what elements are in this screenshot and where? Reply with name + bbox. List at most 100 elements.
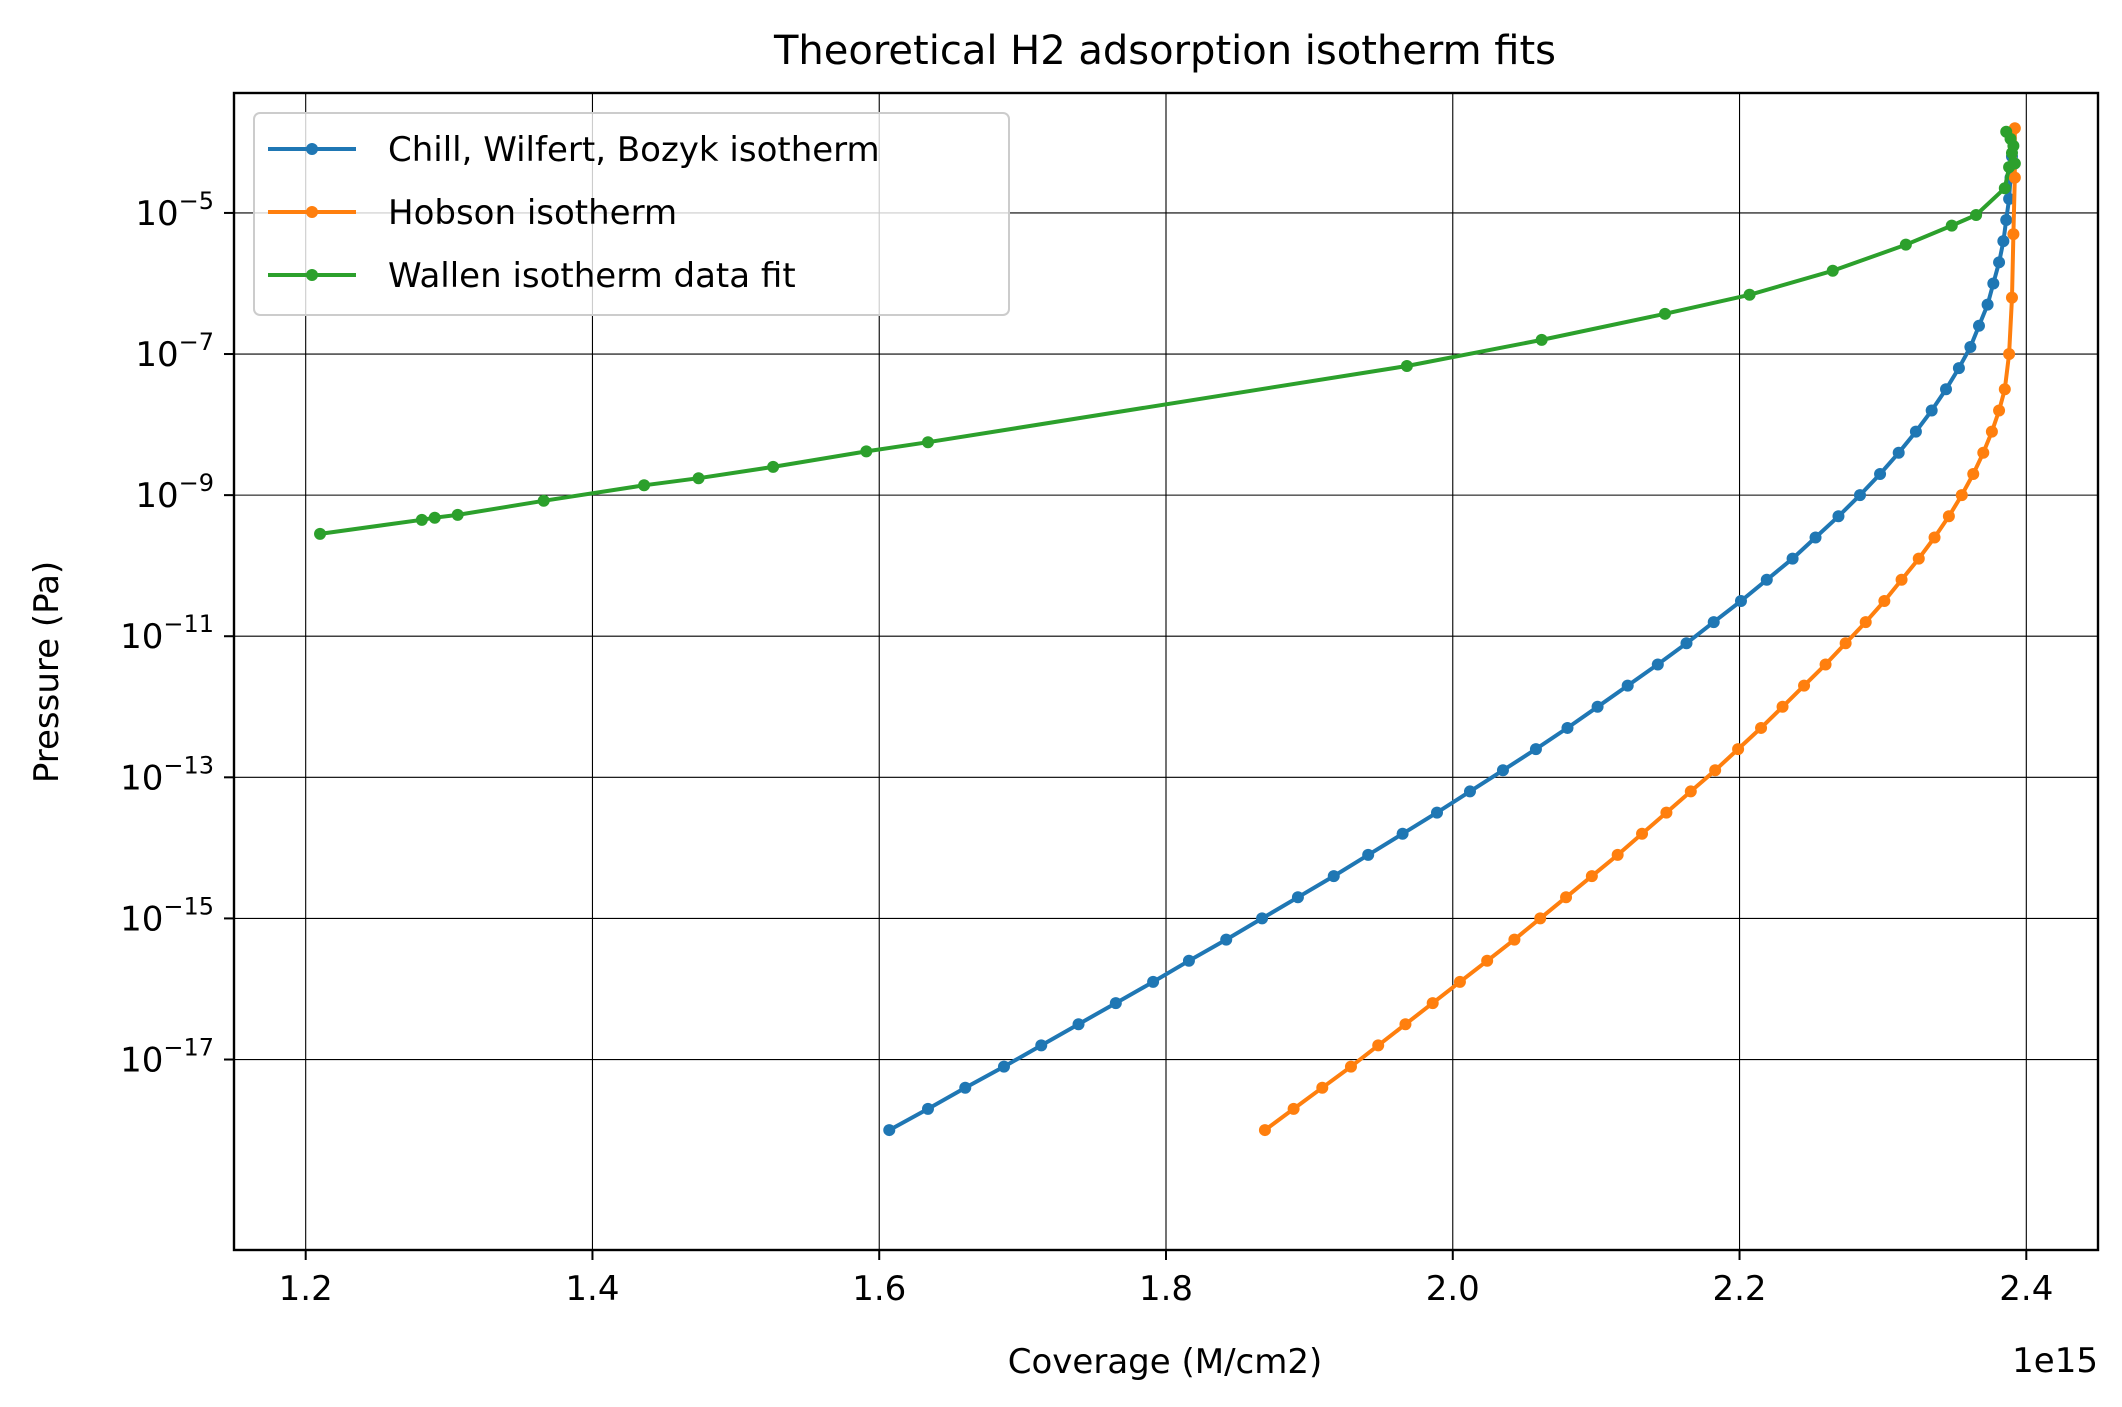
data-point — [1895, 573, 1908, 586]
data-point — [1912, 552, 1925, 565]
data-point — [1755, 721, 1768, 734]
data-point — [1680, 637, 1693, 650]
data-point — [2003, 348, 2016, 361]
y-tick-exponent: −13 — [163, 751, 214, 779]
data-point — [1998, 182, 2011, 195]
data-point — [314, 527, 327, 540]
data-point — [1585, 870, 1598, 883]
data-point — [883, 1124, 896, 1137]
data-point — [1453, 975, 1466, 988]
x-axis-ticks: 1.2 1.4 1.6 1.8 2.0 2.2 2.4 — [279, 1250, 2053, 1309]
data-point — [1734, 594, 1747, 607]
data-point — [1707, 616, 1720, 629]
legend-marker — [306, 206, 318, 218]
legend-label: Hobson isotherm — [388, 193, 677, 233]
data-point — [2000, 125, 2013, 138]
data-point — [1658, 307, 1671, 320]
data-point — [1967, 467, 1980, 480]
data-point — [1621, 679, 1634, 692]
y-tick-label: 10−5 — [135, 187, 214, 234]
x-tick-label: 2.4 — [1999, 1269, 2053, 1309]
data-point — [1362, 848, 1375, 861]
data-point — [1496, 764, 1509, 777]
data-point — [1997, 235, 2010, 248]
data-point — [1972, 319, 1985, 332]
data-point — [1743, 288, 1756, 301]
x-axis-label: Coverage (M/cm2) — [1008, 1342, 1322, 1382]
data-point — [1942, 510, 1955, 523]
data-point — [1256, 912, 1269, 925]
data-point — [1964, 340, 1977, 353]
data-point — [1839, 637, 1852, 650]
y-tick-label: 10−17 — [120, 1034, 214, 1081]
data-point — [2007, 228, 2020, 241]
y-tick-exponent: −15 — [163, 892, 214, 920]
data-point — [2000, 213, 2013, 226]
data-point — [1985, 425, 1998, 438]
data-point — [1925, 404, 1938, 417]
data-point — [638, 479, 651, 492]
y-axis-label: Pressure (Pa) — [27, 561, 67, 783]
data-point — [1776, 700, 1789, 713]
data-point — [1396, 827, 1409, 840]
data-point — [860, 445, 873, 458]
data-point — [1853, 489, 1866, 502]
data-point — [1945, 219, 1958, 232]
y-tick-base: 10 — [120, 899, 163, 939]
series-layer — [314, 122, 2021, 1137]
data-point — [1998, 383, 2011, 396]
data-point — [1534, 912, 1547, 925]
data-point — [537, 494, 550, 507]
data-point — [1535, 333, 1548, 346]
y-tick-base: 10 — [135, 335, 178, 375]
data-point — [1660, 806, 1673, 819]
y-tick-exponent: −11 — [163, 610, 214, 638]
data-point — [1732, 743, 1745, 756]
data-point — [1760, 573, 1773, 586]
data-point — [692, 472, 705, 485]
data-point — [1786, 552, 1799, 565]
data-point — [2008, 171, 2021, 184]
data-point — [1952, 362, 1965, 375]
legend-label: Wallen isotherm data fit — [388, 256, 796, 296]
data-point — [1832, 510, 1845, 523]
data-point — [1809, 531, 1822, 544]
data-point — [1591, 700, 1604, 713]
data-point — [1611, 848, 1624, 861]
data-point — [1651, 658, 1664, 671]
data-point — [1993, 256, 2006, 269]
series-1 — [1258, 122, 2021, 1137]
y-tick-label: 10−15 — [120, 892, 214, 939]
data-point — [451, 508, 464, 521]
data-point — [921, 436, 934, 449]
data-point — [1928, 531, 1941, 544]
y-tick-label: 10−11 — [120, 610, 214, 657]
data-point — [1035, 1039, 1048, 1052]
data-point — [959, 1081, 972, 1094]
y-tick-base: 10 — [135, 194, 178, 234]
data-point — [1819, 658, 1832, 671]
data-point — [1372, 1039, 1385, 1052]
y-tick-label: 10−13 — [120, 751, 214, 798]
data-point — [1684, 785, 1697, 798]
data-point — [1287, 1102, 1300, 1115]
data-point — [997, 1060, 1010, 1073]
x-tick-label: 1.4 — [565, 1269, 619, 1309]
data-point — [1072, 1018, 1085, 1031]
data-point — [767, 460, 780, 473]
legend-label: Chill, Wilfert, Bozyk isotherm — [388, 130, 880, 170]
data-point — [1426, 997, 1439, 1010]
x-axis-offset-label: 1e15 — [2012, 1341, 2098, 1381]
series-2 — [314, 125, 2021, 540]
x-tick-label: 1.2 — [279, 1269, 333, 1309]
data-point — [1909, 425, 1922, 438]
data-point — [1220, 933, 1233, 946]
data-point — [1182, 954, 1195, 967]
y-tick-exponent: −9 — [179, 469, 214, 497]
y-tick-exponent: −17 — [163, 1034, 214, 1062]
data-point — [1977, 446, 1990, 459]
data-point — [1987, 277, 2000, 290]
data-point — [415, 513, 428, 526]
